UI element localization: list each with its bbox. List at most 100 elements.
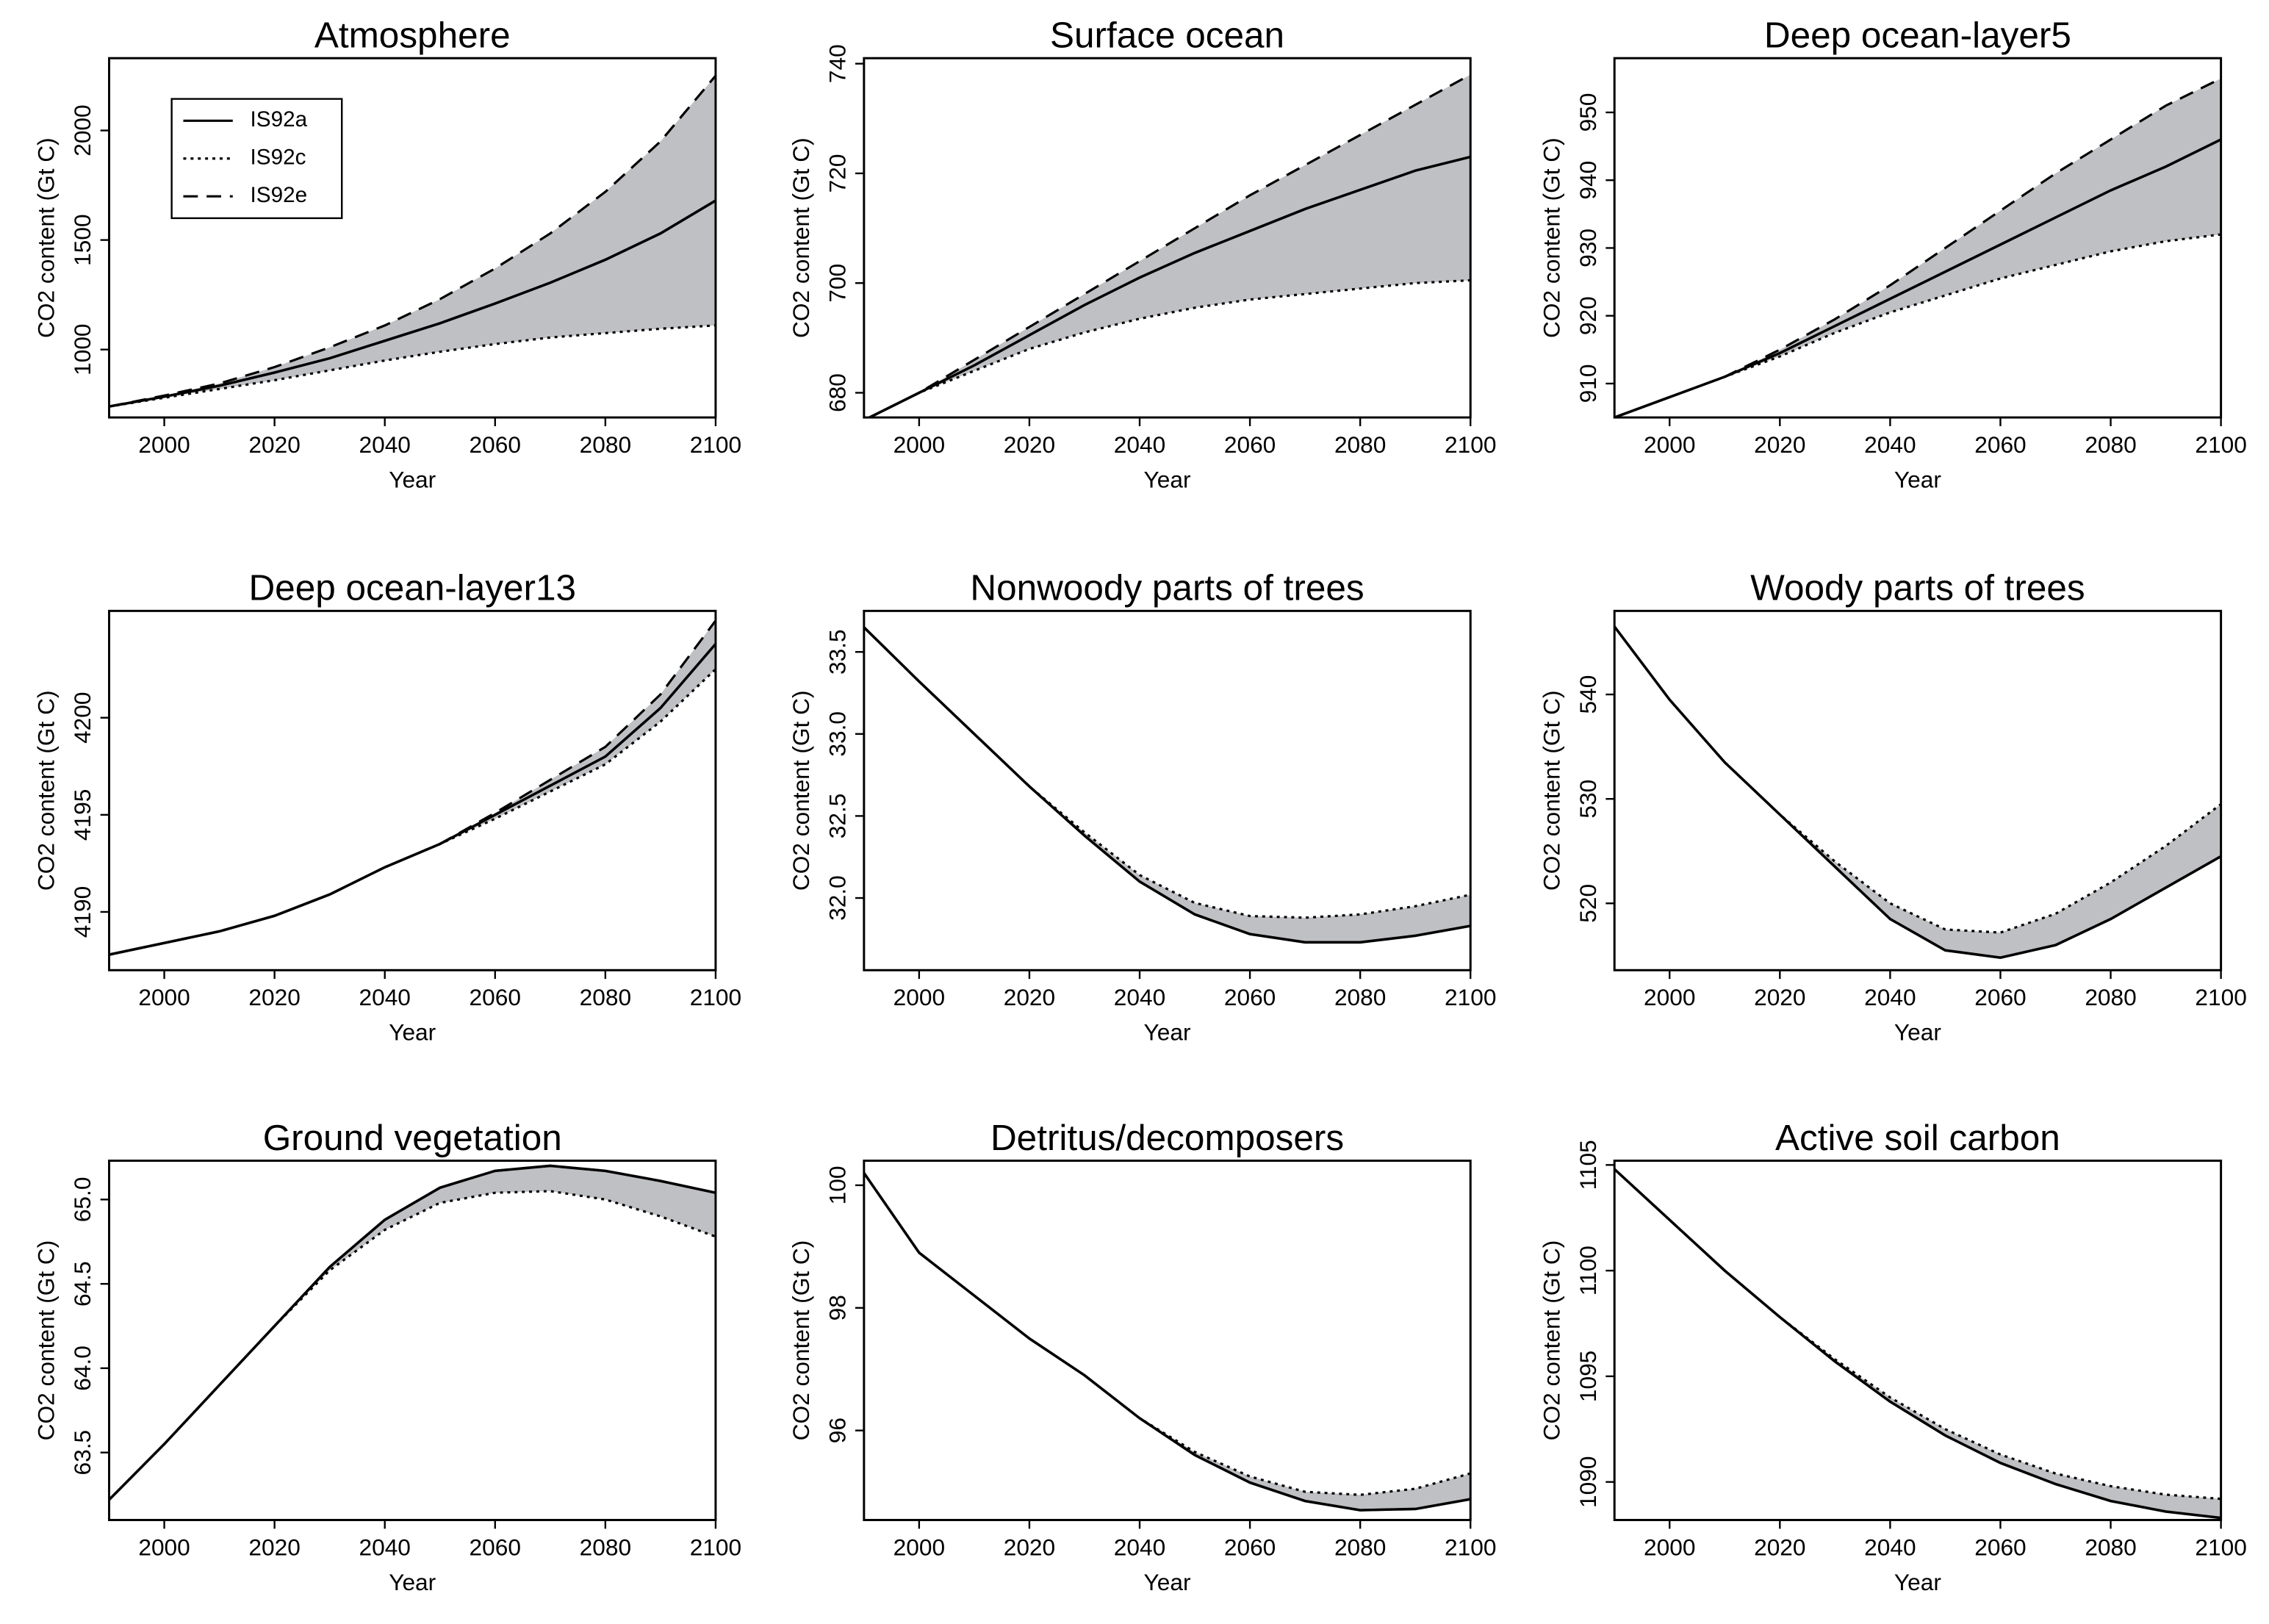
x-tick-label: 2080 (1334, 431, 1386, 458)
y-tick-label: 540 (1575, 675, 1601, 714)
x-tick-label: 2080 (580, 1534, 631, 1560)
x-tick-label: 2060 (1974, 984, 2026, 1010)
x-tick-label: 2100 (1445, 984, 1496, 1010)
plot (1614, 625, 2221, 960)
y-tick-label: 1500 (69, 214, 96, 265)
x-tick-label: 2060 (470, 1534, 521, 1560)
y-axis-label: CO2 content (Gt C) (788, 1240, 814, 1441)
y-tick-label: 530 (1575, 780, 1601, 819)
plot (109, 75, 716, 408)
x-tick-label: 2000 (893, 984, 945, 1010)
chart-title: Atmosphere (314, 15, 511, 56)
y-tick-label: 1095 (1575, 1351, 1601, 1402)
plot-frame (1613, 57, 2223, 419)
series-line (109, 619, 716, 956)
x-tick-label: 2080 (2085, 431, 2136, 458)
series-line (109, 199, 716, 408)
plot (1614, 1168, 2221, 1520)
y-axis-label: CO2 content (Gt C) (1538, 690, 1564, 891)
y-tick-label: 940 (1575, 161, 1601, 200)
y-tick-label: 930 (1575, 229, 1601, 267)
x-tick-label: 2100 (690, 984, 741, 1010)
x-tick-label: 2040 (1114, 431, 1165, 458)
range-band (1614, 78, 2221, 418)
x-tick-label: 2060 (1224, 431, 1276, 458)
chart-title: Nonwoody parts of trees (970, 568, 1364, 608)
series-line (863, 1172, 1471, 1512)
x-tick-label: 2060 (1224, 1534, 1276, 1560)
x-axis-label: Year (1144, 1019, 1191, 1046)
plot (109, 619, 716, 956)
y-tick-label: 33.0 (824, 711, 851, 757)
y-tick-label: 920 (1575, 296, 1601, 335)
y-axis-label: CO2 content (Gt C) (33, 1240, 60, 1441)
series-line (1614, 77, 2221, 418)
series-line (1614, 1168, 2221, 1520)
plot-frame (108, 1160, 717, 1521)
y-tick-label: 520 (1575, 884, 1601, 923)
plot-frame (108, 57, 717, 419)
plot-frame (1613, 1160, 2223, 1521)
panel: Deep ocean-layer13 2000 2020 2040 2060 2080 21… (33, 568, 741, 1046)
series-line (1614, 233, 2221, 418)
x-axis-label: Year (389, 467, 436, 493)
series-line (1614, 1168, 2221, 1501)
legend: IS92a IS92c IS92e (170, 98, 343, 220)
x-axis-label: Year (1144, 467, 1191, 493)
x-tick-label: 2040 (359, 431, 410, 458)
x-tick-label: 2000 (138, 1534, 190, 1560)
y-tick-label: 4190 (69, 886, 96, 938)
y-axis-label: CO2 content (Gt C) (1538, 1240, 1564, 1441)
y-tick-label: 4200 (69, 691, 96, 743)
x-tick-label: 2080 (1334, 984, 1386, 1010)
plot (863, 626, 1471, 944)
x-tick-label: 2100 (690, 431, 741, 458)
x-tick-label: 2040 (1864, 431, 1916, 458)
chart-title: Surface ocean (1050, 15, 1284, 56)
x-axis-label: Year (389, 1019, 436, 1046)
series-line (109, 1164, 716, 1501)
y-tick-label: 65.0 (69, 1177, 96, 1223)
series-line (109, 1190, 716, 1501)
chart-title: Active soil carbon (1775, 1118, 2060, 1158)
y-axis-label: CO2 content (Gt C) (1538, 137, 1564, 338)
panel: Nonwoody parts of trees 2000 2020 2040 2060 2… (788, 568, 1496, 1046)
y-tick-label: 32.0 (824, 875, 851, 921)
x-tick-label: 2000 (893, 1534, 945, 1560)
y-tick-label: 63.5 (69, 1430, 96, 1476)
y-tick-label: 700 (824, 264, 851, 303)
x-tick-label: 2000 (1644, 431, 1695, 458)
y-tick-label: 100 (824, 1166, 851, 1205)
x-axis-label: Year (1894, 1569, 1941, 1595)
series-line (866, 73, 1471, 418)
x-tick-label: 2040 (1114, 1534, 1165, 1560)
x-tick-label: 2060 (1224, 984, 1276, 1010)
chart-title: Woody parts of trees (1750, 568, 2085, 608)
chart-title: Ground vegetation (263, 1118, 562, 1158)
y-axis-label: CO2 content (Gt C) (788, 690, 814, 891)
x-axis-label: Year (1894, 1019, 1941, 1046)
series-line (863, 626, 1471, 944)
chart-title: Deep ocean-layer5 (1764, 15, 2071, 56)
panel: Detritus/decomposers 2000 2020 2040 2060 2080… (788, 1118, 1496, 1595)
plot-frame (863, 57, 1472, 419)
x-tick-label: 2020 (248, 984, 300, 1010)
x-tick-label: 2020 (248, 431, 300, 458)
x-tick-label: 2020 (1004, 431, 1055, 458)
plot-frame (863, 1160, 1472, 1521)
y-tick-label: 1000 (69, 323, 96, 375)
x-tick-label: 2000 (1644, 1534, 1695, 1560)
plot-frame (1613, 609, 2223, 971)
x-tick-label: 2040 (1864, 984, 1916, 1010)
series-line (863, 626, 1471, 919)
x-tick-label: 2020 (1754, 984, 1805, 1010)
chart-title: Detritus/decomposers (990, 1118, 1344, 1158)
x-tick-label: 2100 (690, 1534, 741, 1560)
x-tick-label: 2020 (1754, 431, 1805, 458)
range-band (109, 1165, 716, 1500)
y-axis-label: CO2 content (Gt C) (33, 137, 60, 338)
x-tick-label: 2080 (580, 984, 631, 1010)
x-tick-label: 2080 (580, 431, 631, 458)
